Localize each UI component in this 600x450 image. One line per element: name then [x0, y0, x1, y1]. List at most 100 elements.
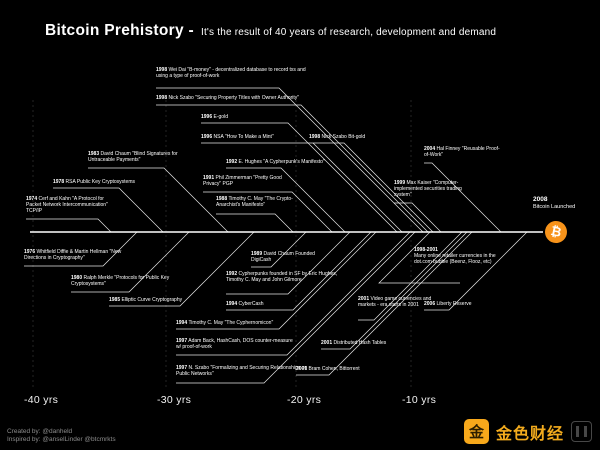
item-text: Timothy C. May "The Crypto-Anarchist's M…: [216, 196, 293, 208]
item-year: 1978: [53, 179, 65, 185]
decade-gridlines: [32, 100, 412, 390]
item-year: 2004: [424, 146, 436, 152]
item-text: Adam Back, HashCash, DOS counter-measure…: [176, 338, 293, 350]
item-year: 1994: [176, 320, 188, 326]
timeline-item-1996-egold: 1996 E-gold: [201, 114, 261, 120]
item-text: Ralph Merkle "Protocols for Public Key C…: [71, 275, 170, 287]
item-text: N. Szabo "Formalizing and Securing Relat…: [176, 365, 308, 377]
golden-finance-logo-icon: 金: [463, 419, 489, 444]
brand-name: 金色财经: [495, 423, 564, 443]
axis-tick-minus-30: -30 yrs: [157, 394, 192, 406]
item-year: 1997: [176, 338, 188, 344]
item-text: Max Kaiser "Computer-implemented securit…: [394, 180, 462, 198]
item-text: Nick Szabo "Securing Property Titles wit…: [168, 95, 300, 101]
timeline-item-1996-nsa-mint: 1996 NSA "How To Make a Mint": [201, 134, 321, 140]
item-text: Phil Zimmerman "Pretty Good Privacy" PGP: [203, 175, 282, 187]
logo-glyph: 金: [468, 423, 484, 441]
item-text: Nick Szabo Bit-gold: [321, 134, 366, 140]
item-year: 2001: [321, 340, 333, 346]
timeline-item-1994-cybercash: 1994 CyberCash: [226, 301, 301, 307]
item-text: Cerf and Kahn "A Protocol for Packet Net…: [26, 196, 108, 214]
item-year: 2006: [424, 301, 436, 307]
title-subtitle: It's the result of 40 years of research,…: [200, 27, 497, 38]
item-text: Elliptic Curve Cryptography: [121, 297, 183, 303]
credits: Created by: @danheld Inspired by: @ansel…: [7, 428, 116, 444]
item-year: 1989: [251, 251, 263, 257]
item-year: 2001: [296, 366, 308, 372]
lower-branches: [24, 231, 528, 384]
timeline-item-1983-blind-signatures: 1983 David Chaum "Blind Signatures for U…: [88, 151, 193, 163]
item-year: 1998: [309, 134, 321, 140]
item-text: E-gold: [213, 114, 228, 120]
timeline-item-2001-dht: 2001 Distributed Hash Tables: [321, 340, 456, 346]
axis-tick-minus-10: -10 yrs: [402, 394, 437, 406]
item-year: 1985: [109, 297, 121, 303]
item-text: E. Hughes "A Cypherpunk's Manifesto": [238, 159, 325, 165]
item-text: Cypherpunks founded in SF by Eric Hughes…: [226, 271, 338, 283]
axis-tick-minus-40: -40 yrs: [24, 394, 59, 406]
timeline-item-1985-ecc: 1985 Elliptic Curve Cryptography: [109, 297, 234, 303]
item-text: NSA "How To Make a Mint": [213, 134, 274, 140]
bitcoin-symbol: ₿: [549, 224, 563, 241]
axis-tick-minus-20: -20 yrs: [287, 394, 322, 406]
timeline-item-1976-new-directions: 1976 Whitfield Diffie & Martin Hellman "…: [24, 249, 142, 261]
item-year: 1992: [226, 271, 238, 277]
item-text: Video game currencies and markets - era …: [358, 296, 432, 308]
item-text: David Chaum Founded DigiCash: [251, 251, 315, 263]
timeline-item-1999-securities-trading: 1999 Max Kaiser "Computer-implemented se…: [394, 180, 476, 198]
item-year: 1980: [71, 275, 83, 281]
timeline-item-1992-cypherpunks-founded: 1992 Cypherpunks founded in SF by Eric H…: [226, 271, 338, 283]
item-text: Hal Finney "Reusable Proof-of-Work": [424, 146, 500, 158]
item-year: 1996: [201, 134, 213, 140]
item-text: Whitfield Diffie & Martin Hellman "New D…: [24, 249, 122, 261]
timeline-item-1998-bmoney: 1998 Wei Dai "B-money" - decentralized d…: [156, 67, 306, 79]
timeline-item-1974-tcpip: 1974 Cerf and Kahn "A Protocol for Packe…: [26, 196, 116, 214]
item-year: 1999: [394, 180, 406, 186]
launch-year: 2008: [533, 196, 548, 203]
item-year: 1976: [24, 249, 36, 255]
item-text: Distributed Hash Tables: [333, 340, 387, 346]
launch-label: Bitcoin Launched: [533, 203, 576, 210]
item-text: David Chaum "Blind Signatures for Untrac…: [88, 151, 178, 163]
upper-branches: [26, 87, 502, 233]
item-year: 1997: [176, 365, 188, 371]
timeline-item-1991-pgp: 1991 Phil Zimmerman "Pretty Good Privacy…: [203, 175, 298, 187]
item-year: 1988: [216, 196, 228, 202]
title-main: Bitcoin Prehistory -: [45, 22, 194, 39]
item-text: Bram Cohen, Bittorrent: [308, 366, 360, 372]
timeline-item-1997-formalizing-relationships: 1997 N. Szabo "Formalizing and Securing …: [176, 365, 311, 377]
timeline-item-2001-video-game-currencies: 2001 Video game currencies and markets -…: [358, 296, 436, 308]
credit-inspired-by: Inspired by: @anselLinder @btcmrkts: [7, 436, 116, 443]
page-title: Bitcoin Prehistory - It's the result of …: [45, 22, 496, 40]
timeline-item-1992-cypherpunk-manifesto: 1992 E. Hughes "A Cypherpunk's Manifesto…: [226, 159, 351, 165]
item-text: Liberty Reserve: [436, 301, 472, 307]
item-text: RSA Public Key Cryptosystems: [65, 179, 135, 185]
timeline-item-1989-digicash: 1989 David Chaum Founded DigiCash: [251, 251, 323, 263]
credit-created-by: Created by: @danheld: [7, 428, 73, 435]
item-year: 1992: [226, 159, 238, 165]
timeline-item-1980-merkle-protocols: 1980 Ralph Merkle "Protocols for Public …: [71, 275, 179, 287]
watermark-frame-icon: [571, 421, 592, 442]
timeline-item-1998-2001-dotcom-currencies: 1998-2001 Many online retailer currencie…: [414, 247, 502, 265]
item-year: 2001: [358, 296, 370, 302]
item-year: 1983: [88, 151, 100, 157]
site-branding: 金 金色财经: [463, 419, 592, 444]
item-text: Timothy C. May "The Cyphernomicon": [188, 320, 274, 326]
timeline-item-2004-rpow: 2004 Hal Finney "Reusable Proof-of-Work": [424, 146, 504, 158]
timeline-item-2001-bittorrent: 2001 Bram Cohen, Bittorrent: [296, 366, 421, 372]
timeline-item-2008-bitcoin-launched: 2008 Bitcoin Launched: [533, 196, 591, 210]
item-text: Many online retailer currencies in the d…: [414, 253, 496, 265]
item-year: 1994: [226, 301, 238, 307]
timeline-item-1998-property-titles: 1998 Nick Szabo "Securing Property Title…: [156, 95, 331, 101]
timeline-item-1978-rsa: 1978 RSA Public Key Cryptosystems: [53, 179, 163, 185]
item-year: 1974: [26, 196, 38, 202]
timeline-item-1997-hashcash: 1997 Adam Back, HashCash, DOS counter-me…: [176, 338, 298, 350]
item-year: 1996: [201, 114, 213, 120]
item-year: 1991: [203, 175, 215, 181]
item-text: Wei Dai "B-money" - decentralized databa…: [156, 67, 306, 79]
item-year: 1998-2001: [414, 247, 438, 253]
item-text: CyberCash: [238, 301, 264, 307]
timeline-item-1988-crypto-anarchist: 1988 Timothy C. May "The Crypto-Anarchis…: [216, 196, 316, 208]
